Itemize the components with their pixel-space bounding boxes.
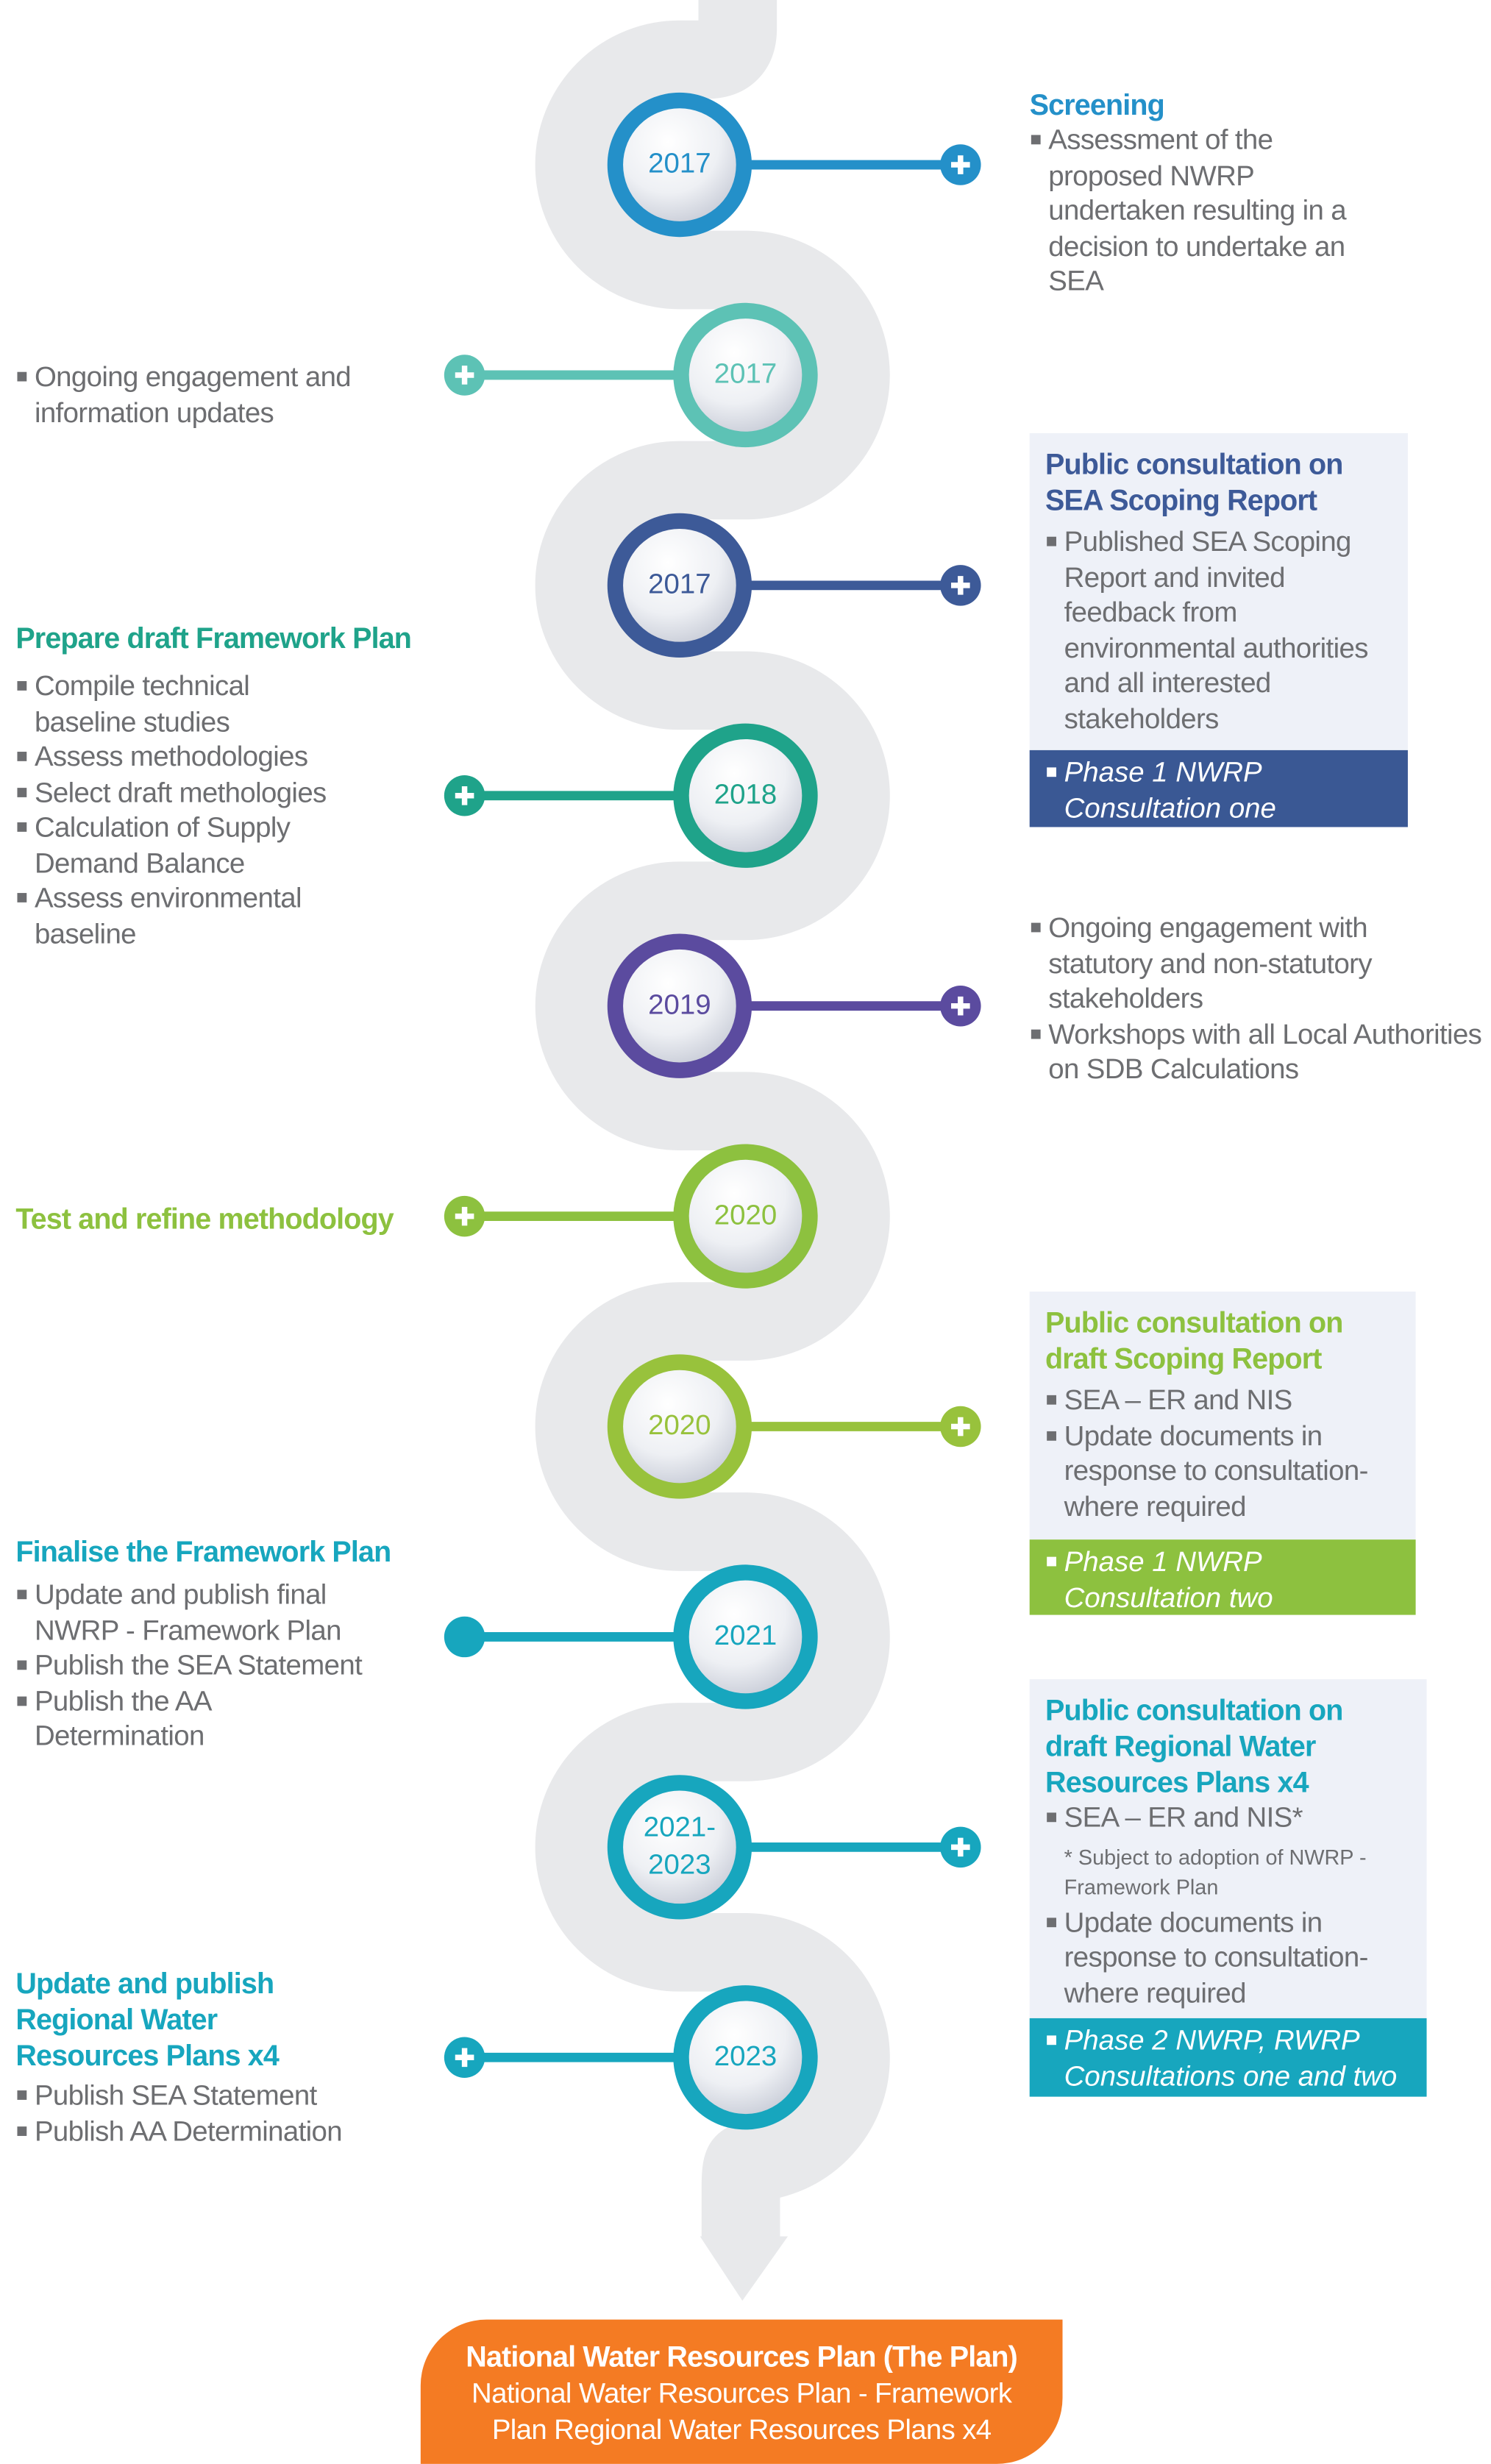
plus-icon <box>951 155 970 174</box>
final-title: National Water Resources Plan (The Plan) <box>466 2340 1018 2374</box>
prepare-title: Prepare draft Framework Plan <box>15 621 412 655</box>
plus-icon <box>951 576 970 595</box>
regional-box: Public consultation on draft Regional Wa… <box>1029 1679 1427 2018</box>
bullet: Ongoing engagement with statutory and no… <box>1030 911 1473 1016</box>
ongoing-block: Ongoing engagement and information updat… <box>15 360 424 430</box>
milestone-disc <box>623 1370 736 1484</box>
milestone-disc <box>688 2001 803 2115</box>
phase-label: Phase 2 NWRP, RWRP Consultations one and… <box>1045 2023 1411 2093</box>
engagement-block: Ongoing engagement with statutory and no… <box>1030 911 1485 1087</box>
scoping-phase-footer: Phase 1 NWRP Consultation one <box>1029 749 1408 827</box>
milestone-year: 2023 <box>714 2040 777 2072</box>
bullet: Compile technical baseline studies <box>15 669 301 739</box>
plus-icon <box>455 2048 474 2068</box>
bullet: Assess methodologies <box>15 739 377 775</box>
finalise-title: Finalise the Framework Plan <box>15 1534 391 1568</box>
milestone-disc <box>688 318 803 432</box>
bullet: SEA – ER and NIS* <box>1045 1800 1411 1835</box>
milestone-year: 2017 <box>648 568 711 600</box>
update-block: Update and publish Regional Water Resour… <box>15 1965 439 2148</box>
bullet: Update documents in response to consulta… <box>1045 1418 1400 1524</box>
update-title: Update and publish Regional Water Resour… <box>15 1966 280 2072</box>
finalise-block: Finalise the Framework Plan Update and p… <box>15 1534 439 1754</box>
plus-icon <box>455 786 474 805</box>
final-line-2: Plan Regional Water Resources Plans x4 <box>491 2413 992 2446</box>
bullet: Publish SEA Statement <box>15 2078 439 2113</box>
test-title: Test and refine methodology <box>15 1202 394 1236</box>
milestone-year: 2019 <box>648 989 711 1020</box>
bullet: Publish AA Determination <box>15 2113 439 2148</box>
milestone-year: 2020 <box>648 1409 711 1441</box>
milestone-disc <box>623 1790 736 1904</box>
milestone-disc <box>688 738 803 852</box>
milestone-year: 2017 <box>648 147 711 179</box>
arrow-down-icon <box>700 2236 789 2301</box>
bullet: SEA – ER and NIS <box>1045 1383 1400 1418</box>
milestone-disc <box>623 108 736 221</box>
bullet: Publish the AA Determination <box>15 1683 270 1753</box>
bullet: Assessment of the proposed NWRP undertak… <box>1030 122 1347 299</box>
draft-scoping-title: Public consultation on draft Scoping Rep… <box>1045 1306 1343 1375</box>
milestone-year: 2020 <box>714 1199 777 1231</box>
plus-icon <box>951 996 970 1016</box>
milestone-year: 2021 <box>714 1619 777 1651</box>
draft-scoping-phase-footer: Phase 1 NWRP Consultation two <box>1029 1539 1416 1615</box>
final-line-1: National Water Resources Plan - Framewor… <box>472 2377 1012 2410</box>
milestone-disc <box>623 529 736 642</box>
plus-icon <box>951 1837 970 1857</box>
bullet: Update documents in response to consulta… <box>1045 1904 1411 2010</box>
bullet: Publish the SEA Statement <box>15 1648 439 1683</box>
bullet: Assess environmental baseline <box>15 880 348 951</box>
screening-block: Screening Assessment of the proposed NWR… <box>1030 86 1422 299</box>
plus-icon <box>951 1417 970 1436</box>
prepare-block: Prepare draft Framework Plan Compile tec… <box>15 620 439 951</box>
bullet: Workshops with all Local Authorities on … <box>1030 1016 1485 1087</box>
milestone-year: 2018 <box>714 778 777 810</box>
milestone-disc <box>623 949 736 1063</box>
milestone-disc <box>688 1159 803 1273</box>
phase-label: Phase 1 NWRP Consultation one <box>1045 755 1315 825</box>
milestone-disc <box>688 1580 803 1694</box>
serpentine-band <box>535 0 890 2237</box>
end-dot <box>444 1616 485 1658</box>
milestone-year: 2017 <box>714 357 777 390</box>
screening-title: Screening <box>1029 88 1165 121</box>
regional-phase-footer: Phase 2 NWRP, RWRP Consultations one and… <box>1029 2018 1427 2097</box>
plus-icon <box>455 1206 474 1226</box>
milestone-year: 2021- 2023 <box>643 1811 716 1881</box>
bullet: Published SEA Scoping Report and invited… <box>1045 524 1392 736</box>
footnote: * Subject to adoption of NWRP - Framewor… <box>1064 1845 1367 1898</box>
regional-title: Public consultation on draft Regional Wa… <box>1045 1693 1343 1799</box>
plus-icon <box>455 366 474 385</box>
final-plan-box: National Water Resources Plan (The Plan)… <box>420 2319 1063 2464</box>
bullet: Update and publish final NWRP - Framewor… <box>15 1577 395 1648</box>
scoping-title: Public consultation on SEA Scoping Repor… <box>1045 447 1343 516</box>
bullet: Select draft methologies <box>15 775 377 810</box>
draft-scoping-box: Public consultation on draft Scoping Rep… <box>1029 1292 1416 1540</box>
bullet: Ongoing engagement and information updat… <box>15 360 424 430</box>
scoping-box: Public consultation on SEA Scoping Repor… <box>1029 432 1408 750</box>
phase-label: Phase 1 NWRP Consultation two <box>1045 1545 1315 1615</box>
bullet: Calculation of Supply Demand Balance <box>15 810 348 880</box>
